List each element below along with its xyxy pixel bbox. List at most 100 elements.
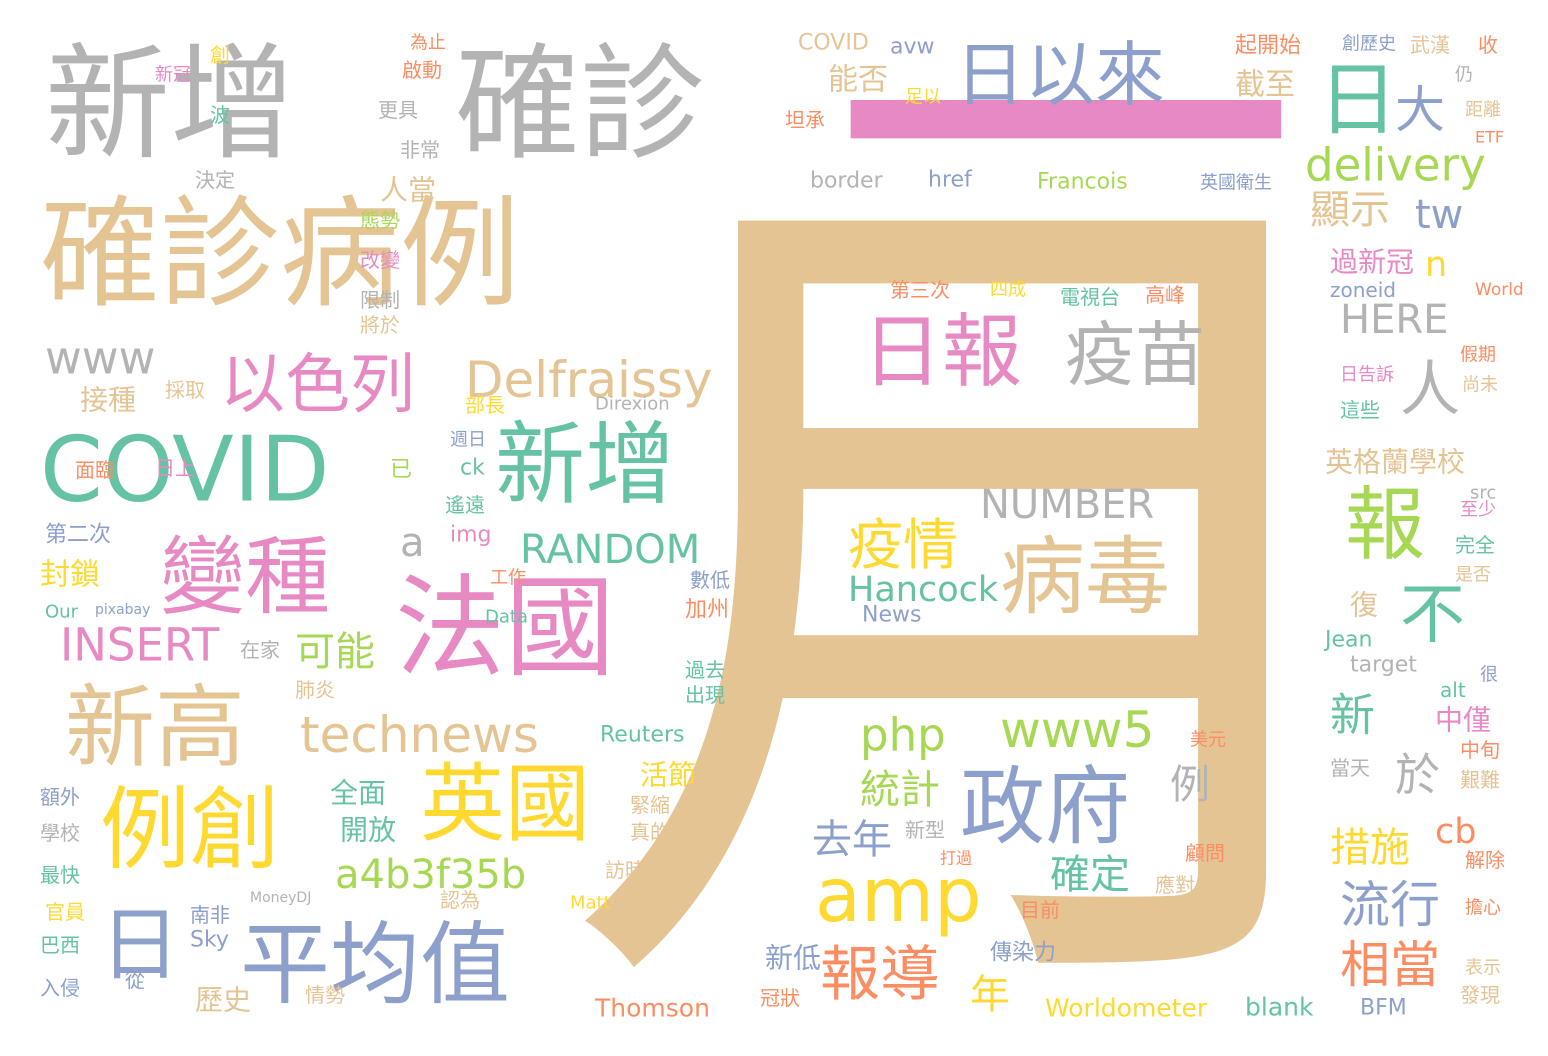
word: avw bbox=[890, 35, 935, 60]
word: 例 bbox=[1170, 762, 1210, 808]
word: 法國 bbox=[395, 564, 615, 692]
word: News bbox=[862, 603, 921, 628]
word: www bbox=[45, 332, 155, 385]
word: 新低 bbox=[765, 942, 821, 975]
word: 肺炎 bbox=[295, 678, 335, 702]
word: 情勢 bbox=[305, 983, 345, 1007]
word: 部長 bbox=[465, 393, 505, 417]
word: 創歷史 bbox=[1342, 34, 1396, 55]
word: 傳染力 bbox=[990, 941, 1056, 966]
word: 英格蘭學校 bbox=[1325, 446, 1465, 479]
word: 全面 bbox=[330, 777, 386, 810]
word: 過去 bbox=[685, 658, 725, 682]
word: COVID bbox=[798, 31, 869, 56]
word: 中僅 bbox=[1435, 704, 1491, 737]
word: RANDOM bbox=[520, 527, 700, 573]
word: 非常 bbox=[400, 138, 440, 162]
word: 第二次 bbox=[45, 523, 111, 548]
word: 應對 bbox=[1155, 873, 1195, 897]
word: 日上 bbox=[155, 456, 195, 480]
word: 日 bbox=[1318, 54, 1398, 147]
word: Francois bbox=[1037, 170, 1128, 195]
word: 中旬 bbox=[1460, 738, 1500, 762]
word: 是否 bbox=[1455, 565, 1491, 586]
word: 從 bbox=[125, 968, 145, 992]
word: 截至 bbox=[1235, 68, 1295, 103]
word: 報導 bbox=[820, 940, 940, 1010]
word: 人當 bbox=[380, 174, 436, 207]
word: 於 bbox=[1395, 749, 1440, 802]
word: 英國 bbox=[420, 756, 590, 855]
word: 面臨 bbox=[75, 458, 115, 482]
word: 目前 bbox=[1020, 898, 1060, 922]
word: 變種 bbox=[160, 529, 330, 628]
word: 日以來 bbox=[955, 34, 1165, 116]
word: 距離 bbox=[1465, 100, 1501, 121]
word: 巴西 bbox=[40, 933, 80, 957]
word: 南非 bbox=[190, 903, 230, 927]
word: 打過 bbox=[940, 849, 972, 868]
word: 啟動 bbox=[402, 58, 442, 82]
word: 顯示 bbox=[1310, 187, 1390, 233]
word: 加州 bbox=[685, 598, 729, 623]
word: 確定 bbox=[1050, 852, 1130, 898]
word: 將於 bbox=[360, 313, 400, 337]
word: 數低 bbox=[690, 568, 730, 592]
word: 真的 bbox=[630, 820, 670, 844]
word: World bbox=[1475, 280, 1524, 300]
word: 以色列 bbox=[220, 348, 415, 423]
word: 一 bbox=[830, 0, 1300, 414]
word: 政府 bbox=[960, 759, 1130, 858]
word: www5 bbox=[1000, 701, 1155, 759]
word: 接種 bbox=[80, 384, 136, 417]
word: Reuters bbox=[600, 723, 684, 748]
word: 態勢 bbox=[360, 208, 400, 232]
word: 顧問 bbox=[1185, 841, 1225, 865]
word: 新增 bbox=[45, 33, 295, 178]
word: Jean bbox=[1323, 628, 1372, 653]
word: 能否 bbox=[828, 63, 888, 98]
word: INSERT bbox=[60, 619, 220, 672]
word: 例創 bbox=[100, 778, 280, 883]
word: 收 bbox=[1478, 33, 1498, 57]
word: 訪時 bbox=[605, 858, 645, 882]
word: 確診 bbox=[455, 33, 705, 178]
word: 冠狀 bbox=[760, 986, 800, 1010]
word: 人 bbox=[1400, 355, 1460, 425]
word: 這些 bbox=[1340, 398, 1380, 422]
word: 統計 bbox=[860, 767, 940, 813]
word: 緊縮 bbox=[630, 793, 670, 817]
word: 疫苗 bbox=[1065, 314, 1205, 396]
word: 艱難 bbox=[1460, 768, 1500, 792]
word: Matt bbox=[570, 893, 611, 914]
word: Delfraissy bbox=[465, 351, 713, 409]
word: 新型 bbox=[905, 818, 945, 842]
word: 改變 bbox=[360, 248, 400, 272]
word: 第三次 bbox=[890, 278, 950, 302]
word: 決定 bbox=[195, 168, 235, 192]
word: 相當 bbox=[1340, 936, 1440, 994]
word: MoneyDJ bbox=[250, 890, 311, 906]
word: COVID bbox=[40, 418, 330, 523]
word: 已 bbox=[390, 458, 412, 483]
word: technews bbox=[300, 706, 539, 764]
word: 新 bbox=[1330, 689, 1375, 742]
word: 假期 bbox=[1460, 345, 1496, 366]
word: 更具 bbox=[378, 98, 418, 122]
word: a bbox=[400, 520, 425, 566]
word: 工作 bbox=[490, 568, 526, 589]
word: 封鎖 bbox=[40, 558, 100, 593]
word: 至少 bbox=[1460, 500, 1496, 521]
word: 為止 bbox=[410, 33, 446, 54]
word: 電視台 bbox=[1060, 285, 1120, 309]
word: 採取 bbox=[165, 378, 205, 402]
word: 高峰 bbox=[1145, 283, 1185, 307]
word: src bbox=[1470, 483, 1496, 504]
word: cb bbox=[1435, 812, 1476, 852]
word: blank bbox=[1245, 993, 1314, 1022]
word: 發現 bbox=[1460, 983, 1500, 1007]
word: 仍 bbox=[1455, 65, 1473, 86]
word: 病毒 bbox=[1000, 529, 1170, 628]
word: 出現 bbox=[685, 683, 725, 707]
